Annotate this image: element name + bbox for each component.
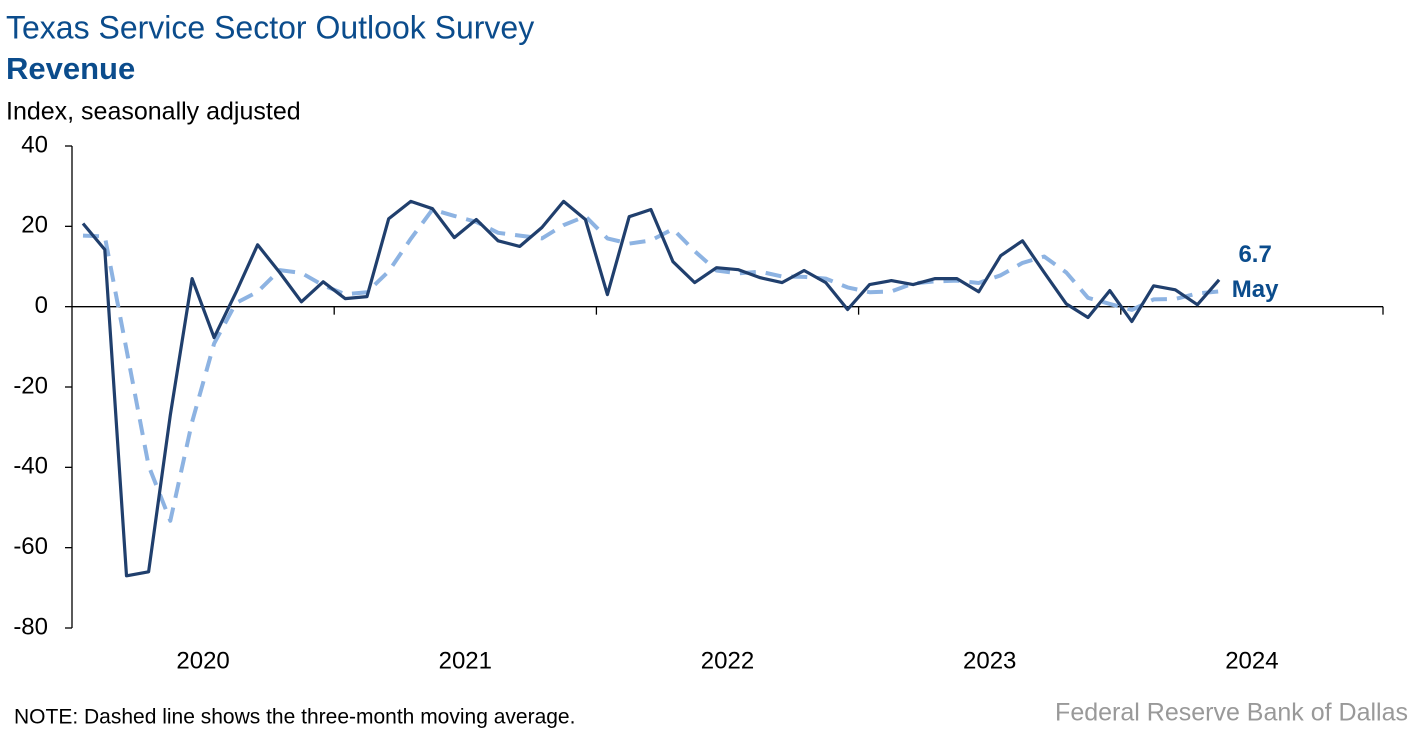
y-tick-label: 40 — [21, 131, 48, 158]
annotation-month: May — [1232, 276, 1279, 303]
revenue-line — [81, 199, 1221, 578]
source: Federal Reserve Bank of Dallas — [1055, 699, 1408, 727]
x-tick-label: 2022 — [701, 647, 754, 674]
note: NOTE: Dashed line shows the three-month … — [14, 706, 575, 729]
y-tick-label: 0 — [35, 292, 48, 319]
moving-average-line — [82, 207, 1220, 523]
x-tick-label: 2024 — [1225, 647, 1278, 674]
y-tick-label: -60 — [13, 533, 48, 560]
x-tick-label: 2023 — [963, 647, 1016, 674]
x-tick-label: 2021 — [439, 647, 492, 674]
x-tick-label: 2020 — [176, 647, 229, 674]
y-tick-label: -40 — [13, 453, 48, 480]
y-tick-label: -80 — [13, 613, 48, 640]
y-axis-label: Index, seasonally adjusted — [6, 98, 301, 126]
chart-title: Texas Service Sector Outlook Survey — [6, 9, 534, 45]
y-tick-label: -20 — [13, 372, 48, 399]
y-tick-label: 20 — [21, 212, 48, 239]
annotation-value: 6.7 — [1238, 241, 1271, 268]
chart-subtitle: Revenue — [6, 51, 135, 86]
